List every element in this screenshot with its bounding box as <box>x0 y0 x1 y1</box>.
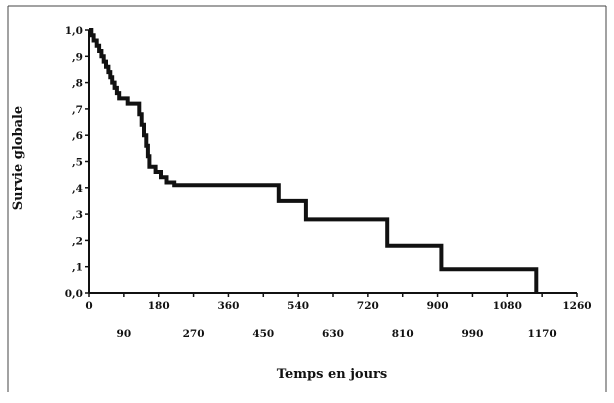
y-tick-label: 0,0 <box>65 288 83 300</box>
x-tick-label: 360 <box>217 300 239 312</box>
chart-border <box>7 5 607 392</box>
x-tick-label-secondary: 450 <box>252 328 274 340</box>
x-tick-label-secondary: 810 <box>392 328 414 340</box>
x-tick-label: 1260 <box>562 300 591 312</box>
x-ticks-bottom: 90 270 450 630 810 990 1170 <box>117 293 557 340</box>
x-tick-label-secondary: 90 <box>117 328 132 340</box>
y-tick-label: 1,0 <box>65 25 83 37</box>
y-axis-title: Survie globale <box>11 106 26 210</box>
survival-curve <box>89 28 539 293</box>
x-tick-label-secondary: 1170 <box>528 328 557 340</box>
y-tick-label: ,1 <box>72 262 83 274</box>
y-tick-label: ,6 <box>72 130 83 142</box>
x-axis-title: Temps en jours <box>277 367 387 382</box>
x-tick-label: 1080 <box>493 300 522 312</box>
y-tick-label: ,8 <box>72 78 83 90</box>
y-ticks: 0,0 ,1 ,2 ,3 ,4 ,5 ,6 ,7 ,8 ,9 1,0 <box>65 25 89 300</box>
y-tick-label: ,7 <box>72 104 83 116</box>
y-tick-label: ,9 <box>72 51 83 63</box>
x-tick-label: 180 <box>148 300 170 312</box>
x-tick-label-secondary: 990 <box>461 328 483 340</box>
x-tick-label-secondary: 270 <box>183 328 205 340</box>
y-tick-label: ,3 <box>72 209 83 221</box>
x-tick-label-secondary: 630 <box>322 328 344 340</box>
x-tick-label: 540 <box>287 300 309 312</box>
x-tick-label: 0 <box>85 300 92 312</box>
y-tick-label: ,4 <box>72 183 83 195</box>
x-tick-label: 900 <box>427 300 449 312</box>
y-tick-label: ,2 <box>72 235 83 247</box>
y-tick-label: ,5 <box>72 157 83 169</box>
x-tick-label: 720 <box>357 300 379 312</box>
series-group <box>89 28 539 293</box>
x-ticks-top: 0 180 360 540 720 900 1080 1260 <box>85 293 592 312</box>
